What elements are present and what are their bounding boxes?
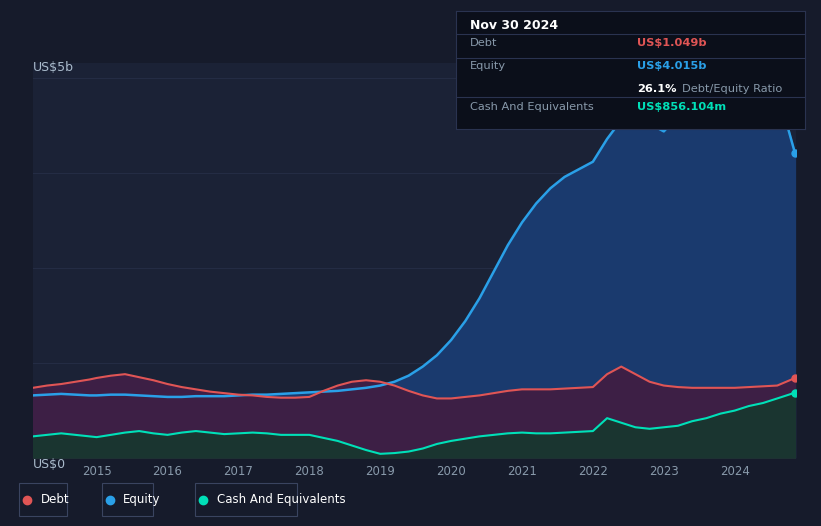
Text: Debt: Debt — [470, 38, 497, 48]
Text: Equity: Equity — [470, 62, 506, 72]
Text: US$1.049b: US$1.049b — [637, 38, 707, 48]
Text: Debt/Equity Ratio: Debt/Equity Ratio — [682, 84, 783, 94]
Text: US$4.015b: US$4.015b — [637, 62, 707, 72]
Text: Equity: Equity — [123, 493, 161, 506]
Text: US$5b: US$5b — [33, 62, 74, 75]
Text: Debt: Debt — [40, 493, 69, 506]
Text: Nov 30 2024: Nov 30 2024 — [470, 19, 557, 32]
Text: US$856.104m: US$856.104m — [637, 102, 727, 112]
Text: US$0: US$0 — [33, 458, 66, 471]
Text: Cash And Equivalents: Cash And Equivalents — [470, 102, 594, 112]
Text: Cash And Equivalents: Cash And Equivalents — [217, 493, 345, 506]
Text: 26.1%: 26.1% — [637, 84, 677, 94]
